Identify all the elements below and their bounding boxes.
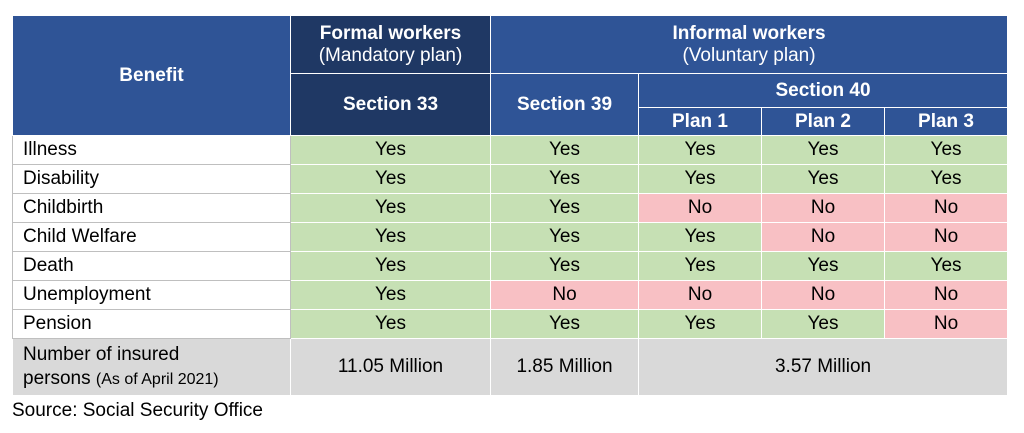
benefit-label: Child Welfare [12, 222, 291, 252]
cell-plan-2: No [761, 193, 885, 223]
section-39-header: Section 39 [490, 73, 639, 136]
insured-label-note: (As of April 2021) [95, 371, 219, 388]
section-33-header: Section 33 [290, 73, 491, 136]
formal-workers-title: Formal workers [319, 22, 462, 44]
cell-section-33: Yes [290, 309, 491, 339]
cell-plan-3: No [883, 309, 1009, 339]
cell-section-33: Yes [290, 193, 491, 223]
cell-plan-1: No [638, 193, 762, 223]
benefit-label: Childbirth [12, 193, 291, 223]
cell-plan-1: Yes [638, 222, 762, 252]
section-40-header: Section 40 [637, 73, 1009, 108]
cell-plan-1: Yes [638, 251, 762, 281]
table-row: Unemployment Yes No No No No [12, 280, 1009, 310]
insured-section-39: 1.85 Million [490, 338, 639, 396]
benefit-label: Unemployment [12, 280, 291, 310]
cell-section-39: Yes [490, 193, 639, 223]
table-row: Child Welfare Yes Yes Yes No No [12, 222, 1009, 252]
cell-section-39: Yes [490, 309, 639, 339]
cell-section-33: Yes [290, 164, 491, 194]
insured-section-40: 3.57 Million [637, 338, 1009, 396]
benefit-header: Benefit [12, 15, 291, 136]
cell-section-33: Yes [290, 222, 491, 252]
cell-plan-2: Yes [761, 164, 885, 194]
insured-persons-label: Number of insured persons (As of April 2… [12, 338, 291, 396]
cell-plan-2: No [761, 280, 885, 310]
cell-plan-3: No [883, 193, 1009, 223]
cell-section-33: Yes [290, 251, 491, 281]
insured-label-line1: Number of insured [23, 344, 180, 366]
cell-plan-2: No [761, 222, 885, 252]
cell-plan-1: Yes [638, 135, 762, 165]
benefits-table-container: Benefit Formal workers (Mandatory plan) … [12, 15, 1009, 396]
cell-plan-1: Yes [638, 164, 762, 194]
benefit-label: Death [12, 251, 291, 281]
cell-section-33: Yes [290, 280, 491, 310]
table-row: Pension Yes Yes Yes Yes No [12, 309, 1009, 339]
insured-persons-row: Number of insured persons (As of April 2… [12, 338, 1009, 396]
cell-plan-1: No [638, 280, 762, 310]
insured-section-33: 11.05 Million [290, 338, 491, 396]
cell-plan-2: Yes [761, 135, 885, 165]
plan-3-header: Plan 3 [883, 107, 1009, 136]
cell-plan-2: Yes [761, 309, 885, 339]
plan-2-header: Plan 2 [761, 107, 885, 136]
cell-section-39: Yes [490, 222, 639, 252]
cell-plan-2: Yes [761, 251, 885, 281]
insured-label-line2: persons [23, 368, 91, 389]
formal-workers-subtitle: (Mandatory plan) [318, 44, 463, 66]
cell-plan-3: Yes [883, 135, 1009, 165]
cell-plan-3: No [883, 280, 1009, 310]
cell-section-39: Yes [490, 135, 639, 165]
table-row: Disability Yes Yes Yes Yes Yes [12, 164, 1009, 194]
cell-plan-1: Yes [638, 309, 762, 339]
table-row: Illness Yes Yes Yes Yes Yes [12, 135, 1009, 165]
cell-section-39: Yes [490, 164, 639, 194]
benefit-label: Disability [12, 164, 291, 194]
informal-workers-header: Informal workers (Voluntary plan) [489, 15, 1009, 74]
cell-section-39: Yes [490, 251, 639, 281]
benefits-table: Benefit Formal workers (Mandatory plan) … [12, 15, 1009, 396]
benefit-label: Illness [12, 135, 291, 165]
benefit-rows: Illness Yes Yes Yes Yes Yes Disability Yes Yes Ye… [12, 135, 1009, 339]
formal-workers-header: Formal workers (Mandatory plan) [290, 15, 491, 74]
cell-plan-3: No [883, 222, 1009, 252]
cell-section-39: No [490, 280, 639, 310]
informal-workers-title: Informal workers [672, 22, 826, 44]
source-note: Source: Social Security Office [12, 400, 263, 421]
table-row: Childbirth Yes Yes No No No [12, 193, 1009, 223]
benefit-label: Pension [12, 309, 291, 339]
table-row: Death Yes Yes Yes Yes Yes [12, 251, 1009, 281]
plan-1-header: Plan 1 [638, 107, 762, 136]
informal-workers-subtitle: (Voluntary plan) [682, 44, 816, 66]
cell-section-33: Yes [290, 135, 491, 165]
cell-plan-3: Yes [883, 164, 1009, 194]
cell-plan-3: Yes [883, 251, 1009, 281]
